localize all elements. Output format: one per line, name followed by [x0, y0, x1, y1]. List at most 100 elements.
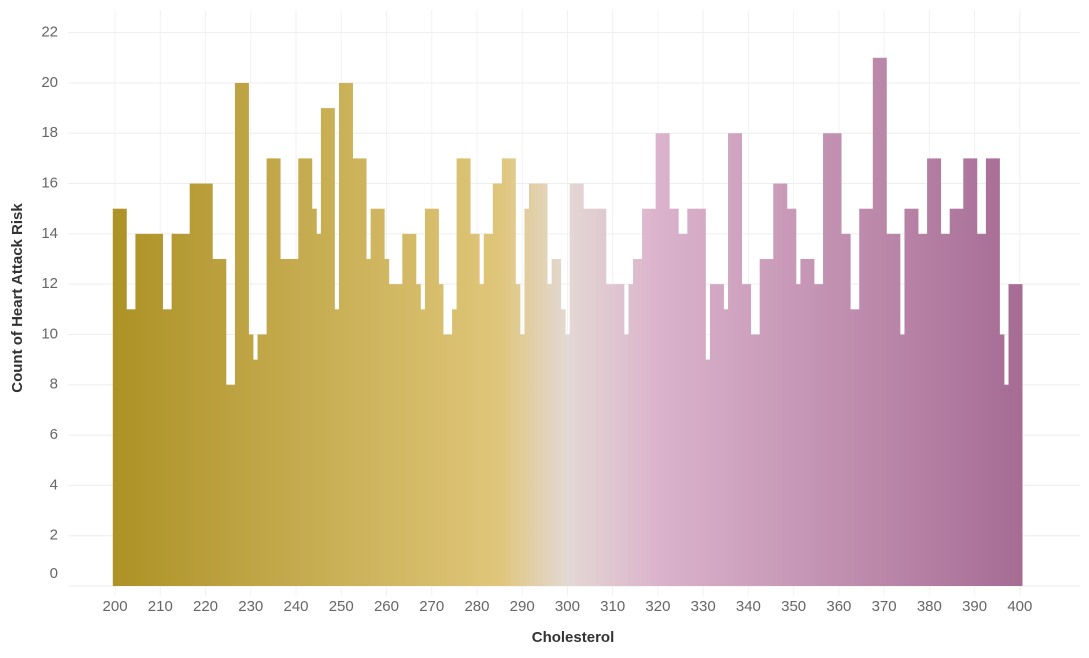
- bar: [610, 284, 616, 586]
- bar: [438, 284, 444, 586]
- bar: [266, 158, 272, 587]
- bar: [180, 233, 186, 586]
- bar: [366, 259, 372, 586]
- bar: [908, 208, 914, 586]
- bar: [976, 233, 982, 586]
- bar: [130, 309, 136, 586]
- bar: [750, 334, 756, 586]
- bar: [551, 259, 557, 586]
- bar: [497, 183, 503, 587]
- y-tick-label: 16: [41, 175, 58, 192]
- bar: [945, 233, 951, 586]
- bar: [682, 233, 688, 586]
- bar: [348, 82, 353, 586]
- x-tick-label: 310: [600, 598, 625, 615]
- bar: [813, 284, 819, 586]
- bar: [524, 208, 530, 586]
- bar: [994, 158, 1000, 587]
- x-tick-label: 290: [510, 598, 535, 615]
- bar: [474, 233, 480, 586]
- bar: [194, 183, 200, 587]
- bar: [470, 233, 476, 586]
- x-tick-label: 300: [555, 598, 580, 615]
- bar: [243, 82, 249, 586]
- bar: [239, 82, 245, 586]
- bar: [578, 183, 584, 587]
- y-tick-label: 6: [50, 426, 58, 443]
- bar: [854, 309, 860, 586]
- bar: [1013, 284, 1018, 586]
- bar: [940, 233, 946, 586]
- bar: [447, 334, 453, 586]
- bar: [850, 309, 856, 586]
- bar: [890, 233, 896, 586]
- bar: [135, 233, 141, 586]
- x-tick-label: 370: [872, 598, 897, 615]
- bar: [673, 208, 679, 586]
- bar: [139, 233, 145, 586]
- bar: [723, 309, 729, 586]
- bar: [248, 334, 254, 586]
- x-tick-label: 250: [329, 598, 354, 615]
- bar: [574, 183, 580, 587]
- bar: [583, 208, 589, 586]
- bar: [510, 158, 516, 587]
- bar: [542, 183, 548, 587]
- bar: [565, 334, 571, 586]
- y-tick-label: 18: [41, 124, 58, 141]
- bar: [646, 208, 652, 586]
- bar: [126, 309, 132, 586]
- bar: [886, 233, 892, 586]
- bar: [655, 133, 661, 586]
- bar: [732, 133, 738, 586]
- bar: [899, 334, 905, 586]
- bar: [587, 208, 593, 586]
- x-tick-label: 350: [781, 598, 806, 615]
- bar: [922, 233, 928, 586]
- bar: [773, 183, 779, 587]
- x-tick-label: 320: [645, 598, 670, 615]
- bar: [370, 208, 376, 586]
- bar: [121, 208, 127, 586]
- y-axis-title: Count of Heart Attack Risk: [9, 203, 26, 393]
- bar: [207, 183, 213, 587]
- bar: [167, 309, 172, 586]
- bar: [809, 259, 815, 586]
- bar: [642, 208, 648, 586]
- bar: [949, 208, 955, 586]
- bar: [1003, 384, 1009, 586]
- bar: [320, 108, 326, 586]
- bar: [832, 133, 838, 586]
- bar: [443, 334, 448, 586]
- x-tick-label: 340: [736, 598, 761, 615]
- bar: [212, 259, 218, 586]
- bar: [605, 284, 611, 586]
- bar: [623, 334, 629, 586]
- bar: [619, 284, 625, 586]
- bar: [257, 334, 263, 586]
- bar: [741, 284, 747, 586]
- bar: [841, 233, 847, 586]
- bar: [967, 158, 973, 587]
- bar: [424, 208, 430, 586]
- bar: [429, 208, 435, 586]
- bar: [501, 158, 507, 587]
- bar: [465, 158, 471, 587]
- bar: [158, 233, 163, 586]
- bar: [791, 208, 797, 586]
- bar: [162, 309, 168, 586]
- y-tick-label: 8: [50, 376, 58, 393]
- bar: [664, 133, 670, 586]
- bar: [759, 259, 765, 586]
- bar: [868, 208, 874, 586]
- bar: [234, 82, 240, 586]
- x-tick-label: 260: [374, 598, 399, 615]
- bar: [836, 133, 842, 586]
- bar: [262, 334, 267, 586]
- bar: [687, 208, 693, 586]
- bar: [768, 259, 774, 586]
- bar: [153, 233, 159, 586]
- bar: [904, 208, 910, 586]
- bar: [958, 208, 964, 586]
